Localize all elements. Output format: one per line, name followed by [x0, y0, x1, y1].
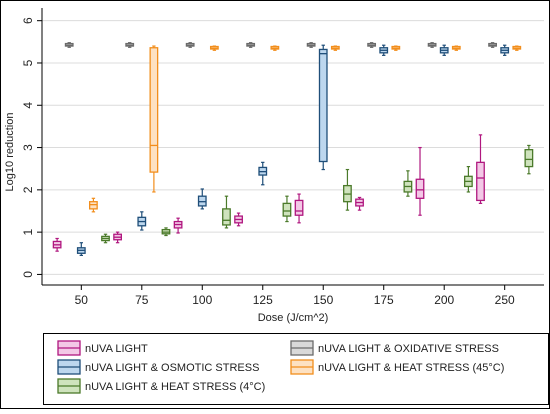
- box-2-7: [500, 44, 510, 56]
- y-tick-label-4: 4: [21, 102, 35, 109]
- box-3-2: [209, 45, 219, 51]
- y-axis-label: Log10 reduction: [4, 113, 16, 192]
- box-iqr: [294, 199, 304, 216]
- y-tick-label-1: 1: [21, 228, 35, 235]
- box-4-2: [222, 195, 231, 229]
- box-4-3: [282, 195, 292, 223]
- box-iqr: [222, 208, 231, 226]
- box-iqr: [476, 161, 485, 202]
- box-3-7: [512, 45, 522, 51]
- box-plots: [52, 42, 534, 256]
- legend: nUVA LIGHT nUVA LIGHT & OXIDATIVE STRESS n…: [43, 333, 549, 405]
- box-2-3: [258, 161, 268, 186]
- box-0-3: [234, 212, 243, 227]
- x-tick-label-3: 125: [253, 293, 273, 307]
- box-3-1: [149, 45, 159, 193]
- x-tick-label-5: 175: [374, 293, 394, 307]
- box-4-0: [101, 233, 110, 244]
- box-2-2: [197, 188, 207, 210]
- x-tick-label-0: 50: [75, 293, 89, 307]
- x-tick-label-2: 100: [192, 293, 212, 307]
- box-0-0: [52, 237, 62, 252]
- y-tick-label-2: 2: [21, 186, 35, 193]
- y-tick-label-3: 3: [21, 144, 35, 151]
- x-axis-label: Dose (J/cm^2): [258, 312, 329, 324]
- x-tick-label-7: 250: [495, 293, 515, 307]
- box-2-1: [137, 211, 147, 231]
- legend-item-2: nUVA LIGHT & OSMOTIC STRESS: [57, 359, 259, 375]
- box-4-5: [403, 170, 413, 197]
- box-1-0: [64, 42, 74, 48]
- grid-lines: [42, 8, 544, 285]
- x-tick-label-6: 200: [434, 293, 454, 307]
- box-iqr: [149, 47, 159, 173]
- legend-item-4: nUVA LIGHT & HEAT STRESS (4°C): [57, 378, 265, 394]
- y-tick-label-0: 0: [21, 271, 35, 278]
- box-4-1: [161, 227, 171, 237]
- box-3-0: [89, 197, 98, 213]
- box-0-5: [355, 196, 364, 211]
- box-0-6: [415, 146, 425, 216]
- axes: 0 1 2 3 4 5 6 50 75 100 125 150 175 200 250: [21, 8, 544, 307]
- box-3-4: [330, 45, 340, 51]
- box-2-5: [379, 44, 389, 56]
- legend-label: nUVA LIGHT & HEAT STRESS (45°C): [318, 362, 504, 374]
- box-1-1: [125, 42, 135, 48]
- legend-label: nUVA LIGHT & HEAT STRESS (4°C): [85, 381, 265, 393]
- legend-label: nUVA LIGHT & OSMOTIC STRESS: [85, 362, 259, 374]
- box-1-2: [185, 42, 195, 48]
- box-3-3: [270, 45, 280, 51]
- box-1-4: [306, 42, 316, 48]
- y-tick-label-5: 5: [21, 59, 35, 66]
- plot-area: [42, 8, 544, 285]
- box-2-0: [76, 242, 86, 256]
- box-2-4: [318, 44, 328, 171]
- box-iqr: [318, 48, 328, 163]
- y-tick-label-6: 6: [21, 17, 35, 24]
- box-2-6: [439, 44, 449, 56]
- legend-label: nUVA LIGHT & OXIDATIVE STRESS: [318, 343, 499, 355]
- box-iqr: [524, 149, 534, 168]
- box-iqr: [415, 178, 425, 199]
- box-0-2: [173, 217, 183, 234]
- box-0-7: [476, 134, 485, 204]
- x-tick-label-1: 75: [135, 293, 149, 307]
- box-4-7: [524, 144, 534, 175]
- box-4-6: [463, 165, 473, 193]
- box-1-6: [427, 42, 437, 48]
- x-tick-label-4: 150: [313, 293, 333, 307]
- box-1-7: [488, 42, 497, 48]
- box-3-5: [391, 45, 401, 51]
- box-1-5: [367, 42, 377, 48]
- box-iqr: [282, 202, 292, 217]
- box-3-6: [451, 45, 461, 51]
- box-1-3: [246, 42, 256, 48]
- legend-item-3: nUVA LIGHT & HEAT STRESS (45°C): [290, 359, 504, 375]
- box-0-1: [113, 231, 123, 244]
- legend-item-1: nUVA LIGHT & OXIDATIVE STRESS: [290, 340, 499, 356]
- box-0-4: [294, 193, 304, 224]
- box-4-4: [343, 168, 352, 211]
- legend-label: nUVA LIGHT: [85, 343, 148, 355]
- legend-item-0: nUVA LIGHT: [57, 340, 148, 356]
